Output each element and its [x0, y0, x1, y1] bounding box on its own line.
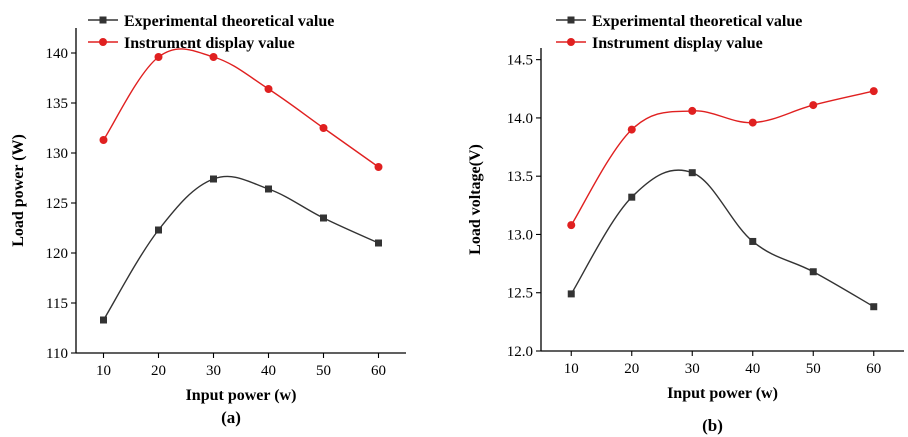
x-tick-label: 20 — [624, 361, 639, 377]
data-point — [264, 85, 273, 93]
legend-label: Instrument display value — [592, 35, 763, 52]
y-tick-label: 12.5 — [507, 286, 533, 302]
y-axis-title: Load voltage(V) — [467, 144, 484, 255]
y-tick-label: 110 — [46, 346, 68, 362]
data-point — [99, 136, 108, 144]
data-point — [809, 268, 817, 276]
y-tick-label: 13.0 — [507, 227, 533, 243]
x-tick-label: 50 — [316, 363, 331, 379]
data-point — [688, 106, 697, 115]
legend-entry: Experimental theoretical value — [88, 13, 334, 30]
legend-marker — [99, 16, 107, 24]
x-tick-label: 60 — [866, 361, 881, 377]
data-point — [567, 290, 575, 298]
data-point — [375, 239, 382, 247]
data-point — [688, 169, 696, 177]
y-tick-label: 125 — [46, 196, 69, 212]
data-point — [210, 175, 217, 183]
series-line — [102, 48, 379, 168]
data-point — [155, 226, 162, 234]
data-point — [628, 193, 636, 201]
series-instrument — [567, 87, 878, 230]
y-tick-label: 130 — [46, 146, 69, 162]
legend-marker — [567, 16, 575, 24]
series-experimental — [100, 175, 382, 324]
series-experimental — [567, 169, 878, 311]
y-tick-label: 135 — [46, 96, 69, 112]
y-tick-label: 14.5 — [507, 53, 533, 69]
data-point — [265, 185, 272, 193]
x-tick-label: 50 — [806, 361, 821, 377]
y-tick-label: 140 — [46, 46, 69, 62]
data-point — [320, 214, 327, 222]
x-tick-label: 30 — [206, 363, 221, 379]
x-tick-label: 10 — [564, 361, 579, 377]
data-point — [154, 53, 163, 61]
data-point — [869, 87, 878, 96]
series-line — [570, 169, 875, 308]
panel-label: (b) — [702, 416, 723, 435]
legend-entry: Experimental theoretical value — [556, 13, 802, 30]
series-line — [570, 90, 874, 226]
data-point — [100, 316, 107, 324]
legend-entry: Instrument display value — [556, 35, 763, 52]
data-point — [627, 125, 636, 134]
x-tick-label: 60 — [371, 363, 386, 379]
data-point — [809, 101, 818, 110]
x-tick-label: 10 — [96, 363, 111, 379]
data-point — [567, 221, 576, 230]
data-point — [209, 53, 218, 61]
chart-panel-b: 10 20 30 40 50 60 12.0 12.5 13.0 13.5 14.0 14.5 Inpu… — [467, 13, 904, 435]
x-axis-title: Input power (w) — [667, 385, 778, 402]
panel-label: (a) — [221, 408, 241, 427]
y-axis-title: Load power (W) — [10, 134, 27, 247]
y-tick-label: 115 — [46, 296, 68, 312]
legend-label: Instrument display value — [124, 35, 295, 52]
data-point — [374, 163, 383, 171]
x-tick-label: 20 — [151, 363, 166, 379]
chart-panel-a: 10 20 30 40 50 60 110 115 120 125 130 135 140 Input p… — [10, 13, 406, 427]
x-axis-title: Input power (w) — [186, 387, 297, 404]
data-point — [319, 124, 328, 132]
series-instrument — [99, 48, 383, 171]
y-tick-label: 120 — [46, 246, 69, 262]
x-tick-label: 40 — [745, 361, 760, 377]
legend-label: Experimental theoretical value — [592, 13, 802, 30]
x-tick-label: 30 — [685, 361, 700, 377]
legend-entry: Instrument display value — [88, 35, 295, 52]
y-tick-label: 14.0 — [507, 111, 533, 127]
data-point — [870, 303, 878, 311]
data-point — [749, 237, 757, 245]
series-line — [102, 175, 379, 321]
x-tick-label: 40 — [261, 363, 276, 379]
legend-marker — [567, 38, 575, 46]
y-tick-label: 13.5 — [507, 169, 533, 185]
y-tick-label: 12.0 — [507, 344, 533, 360]
data-point — [748, 118, 757, 127]
legend-label: Experimental theoretical value — [124, 13, 334, 30]
legend-marker — [99, 38, 107, 46]
